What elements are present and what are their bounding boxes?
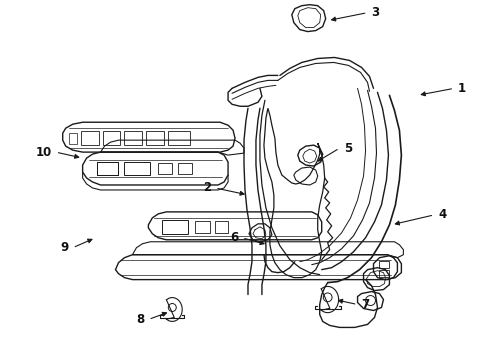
Text: 7: 7 (362, 298, 369, 311)
Text: 2: 2 (203, 181, 211, 194)
Text: 4: 4 (438, 208, 446, 221)
Text: 8: 8 (136, 313, 145, 326)
Text: 3: 3 (371, 6, 380, 19)
Text: 9: 9 (60, 241, 69, 254)
Text: 10: 10 (35, 145, 52, 159)
Text: 5: 5 (343, 141, 352, 155)
Text: 1: 1 (458, 82, 466, 95)
Text: 6: 6 (230, 231, 238, 244)
